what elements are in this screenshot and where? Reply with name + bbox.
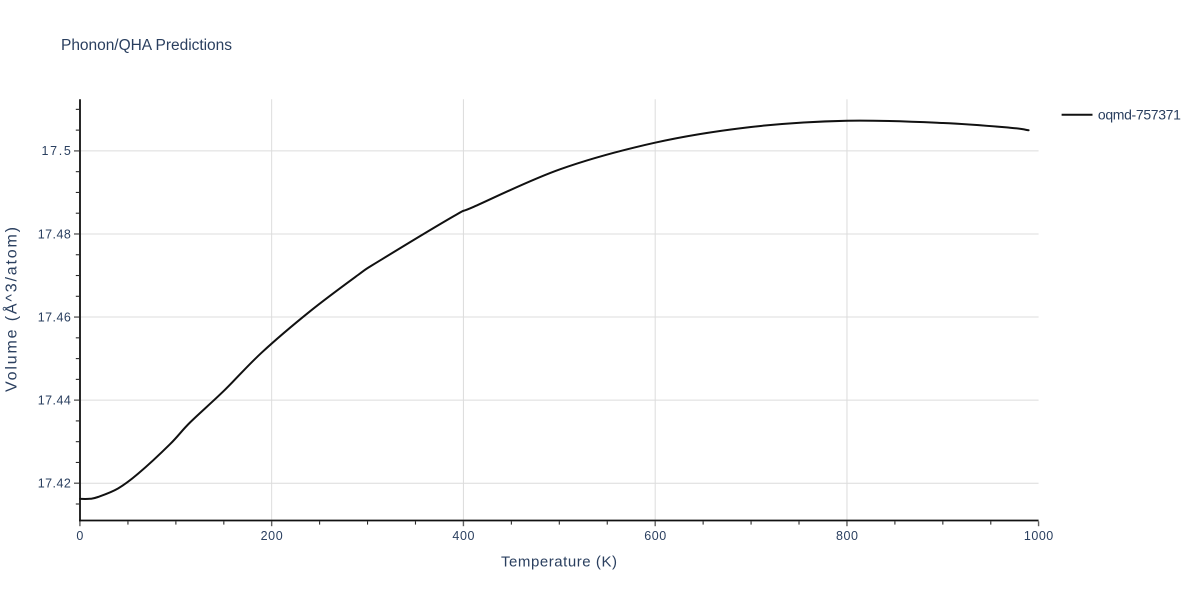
svg-text:200: 200	[261, 529, 283, 543]
svg-text:Temperature (K): Temperature (K)	[501, 553, 617, 570]
svg-text:oqmd-757371: oqmd-757371	[1098, 106, 1181, 122]
svg-text:400: 400	[452, 529, 474, 543]
svg-text:600: 600	[644, 529, 666, 543]
svg-text:Volume (Å^3/atom): Volume (Å^3/atom)	[2, 227, 21, 392]
svg-text:1000: 1000	[1024, 529, 1053, 543]
svg-text:17.42: 17.42	[38, 477, 71, 491]
svg-text:17.44: 17.44	[38, 393, 71, 407]
svg-text:17.46: 17.46	[38, 310, 71, 324]
svg-text:17.5: 17.5	[42, 144, 71, 158]
svg-text:Phonon/QHA Predictions: Phonon/QHA Predictions	[61, 37, 232, 54]
svg-text:0: 0	[76, 529, 83, 543]
svg-text:17.48: 17.48	[38, 227, 71, 241]
svg-text:800: 800	[836, 529, 858, 543]
